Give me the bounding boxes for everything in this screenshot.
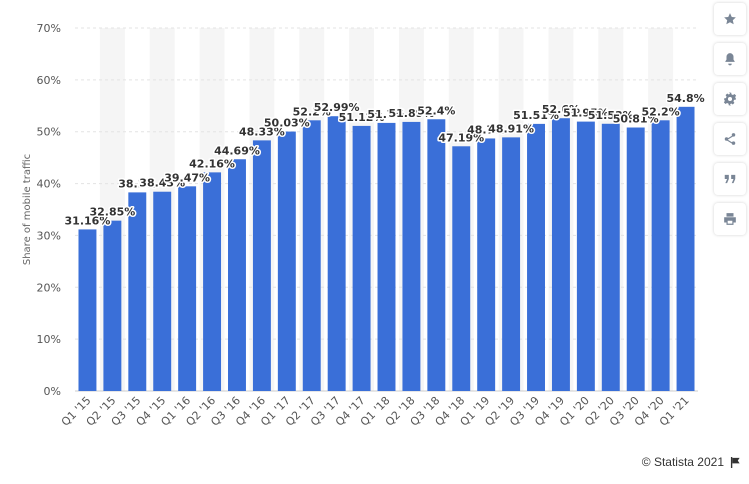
bar[interactable]	[228, 159, 246, 391]
data-label: 51.7%	[367, 108, 405, 121]
bar[interactable]	[676, 106, 695, 391]
star-icon	[724, 13, 736, 25]
bar[interactable]	[626, 127, 645, 391]
gear-icon	[723, 92, 737, 106]
bar[interactable]	[576, 121, 595, 391]
y-tick-label: 40%	[37, 178, 61, 191]
data-label: 51.51%	[513, 109, 559, 122]
data-label: 42.16%	[189, 157, 235, 170]
notification-button[interactable]	[714, 43, 746, 75]
data-label: 48.7%	[467, 123, 505, 136]
data-label: 51.12%	[339, 111, 385, 124]
y-tick-label: 0%	[44, 385, 61, 398]
y-tick-label: 10%	[37, 333, 61, 346]
bar[interactable]	[178, 186, 197, 391]
bar[interactable]	[502, 137, 521, 391]
bar[interactable]	[551, 118, 570, 391]
data-label: 32.85%	[89, 206, 135, 219]
credit-text: © Statista 2021	[641, 455, 724, 469]
share-button[interactable]	[714, 123, 746, 155]
data-label: 50.03%	[264, 117, 310, 130]
bar[interactable]	[377, 122, 396, 392]
flag-icon	[730, 456, 740, 468]
data-label: 31.16%	[65, 214, 111, 227]
data-label: 51.89%	[389, 107, 435, 120]
data-label: 52.6%	[542, 103, 580, 116]
bar[interactable]	[452, 146, 471, 391]
bar[interactable]	[128, 192, 147, 391]
y-tick-label: 50%	[37, 126, 61, 139]
data-label: 47.19%	[438, 131, 484, 144]
bar[interactable]	[402, 121, 421, 392]
side-toolbar	[712, 0, 749, 244]
bar[interactable]	[103, 220, 122, 391]
bar[interactable]	[527, 123, 545, 392]
data-label: 48.91%	[488, 122, 534, 135]
data-label: 52.2%	[642, 105, 680, 118]
bars	[78, 106, 695, 392]
bar[interactable]	[78, 229, 97, 391]
data-label: 38.3%	[118, 177, 156, 190]
bar[interactable]	[477, 138, 496, 391]
bell-icon	[725, 53, 735, 66]
data-label: 44.69%	[214, 144, 260, 157]
data-label: 54.8%	[666, 92, 704, 105]
data-label: 38.43%	[139, 177, 185, 190]
y-tick-label: 30%	[37, 229, 61, 242]
bar[interactable]	[601, 123, 620, 391]
bar[interactable]	[651, 120, 670, 391]
statista-credit[interactable]: © Statista 2021	[642, 455, 741, 469]
favorite-button[interactable]	[714, 3, 746, 35]
data-label: 52.2%	[293, 105, 331, 118]
bar[interactable]	[352, 125, 371, 392]
bar[interactable]	[277, 131, 296, 391]
data-label: 51.53%	[588, 109, 634, 122]
print-button[interactable]	[714, 203, 746, 235]
y-tick-label: 70%	[37, 22, 61, 35]
y-tick-label: 20%	[37, 281, 61, 294]
bar[interactable]	[153, 191, 172, 391]
bar[interactable]	[302, 120, 321, 391]
share-icon	[724, 133, 736, 145]
data-label: 52.99%	[314, 101, 360, 114]
data-label: 48.33%	[239, 125, 285, 138]
data-label: 39.47%	[164, 171, 210, 184]
bar[interactable]	[327, 116, 346, 392]
print-icon	[724, 213, 736, 225]
quote-icon	[724, 174, 736, 184]
data-labels: 31.16%32.85% 38.3%38.43%39.47%42.16%44.69…	[63, 90, 706, 229]
bar[interactable]	[252, 140, 271, 391]
y-tick-label: 60%	[37, 74, 61, 87]
data-label: 52.4%	[417, 104, 455, 117]
settings-button[interactable]	[714, 83, 746, 115]
y-axis-ticks: 0% 10% 20% 30% 40% 50% 60% 70%	[37, 22, 61, 398]
cite-button[interactable]	[714, 163, 746, 195]
y-axis-title: Share of mobile traffic	[22, 154, 33, 265]
data-label: 50.81%	[613, 113, 659, 126]
bar[interactable]	[427, 119, 446, 392]
data-label: 51.95%	[563, 107, 609, 120]
bar[interactable]	[203, 172, 222, 391]
